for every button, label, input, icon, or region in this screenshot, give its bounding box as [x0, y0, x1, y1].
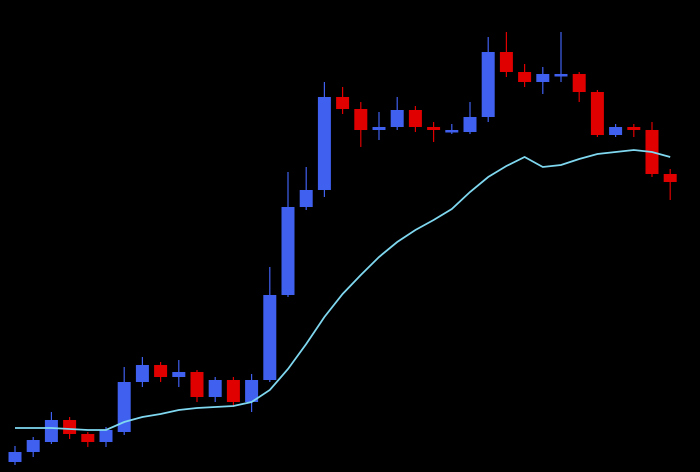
candle-body-down [590, 92, 604, 135]
candles-layer [8, 32, 677, 465]
candle-body-up [26, 440, 40, 452]
candle-body-up [481, 52, 495, 117]
candle-body-up [372, 127, 386, 130]
candle-body-up [445, 130, 459, 133]
candle-body-down [354, 109, 368, 130]
candle-body-up [299, 190, 313, 207]
candle-body-down [518, 72, 532, 82]
candle-body-up [463, 117, 477, 132]
candle-body-up [208, 380, 222, 397]
candle-body-up [554, 74, 568, 77]
candle-body-up [263, 295, 277, 380]
candle-body-up [609, 127, 623, 135]
candle-body-down [499, 52, 513, 72]
candle-body-down [663, 174, 677, 182]
candle-body-up [281, 207, 295, 295]
candle-body-up [245, 380, 259, 402]
candle-body-down [627, 127, 641, 130]
candle-body-up [8, 452, 22, 462]
candle-body-up [44, 420, 58, 442]
candle-body-up [172, 372, 186, 377]
candle-body-down [427, 127, 441, 130]
candle-body-up [536, 74, 550, 82]
candle-body-down [408, 110, 422, 127]
candle-body-down [81, 434, 95, 442]
candle-body-down [190, 372, 204, 397]
candle-body-up [99, 430, 113, 442]
candle-body-down [572, 74, 586, 92]
candle-body-up [135, 365, 149, 382]
candle-body-down [336, 97, 350, 109]
candle-body-down [154, 365, 168, 377]
candle-body-down [63, 420, 77, 434]
candle-body-up [390, 110, 404, 127]
candle-body-up [117, 382, 131, 432]
candle-body-up [317, 97, 331, 190]
moving-average-line [15, 149, 671, 431]
candle-body-down [226, 380, 240, 402]
